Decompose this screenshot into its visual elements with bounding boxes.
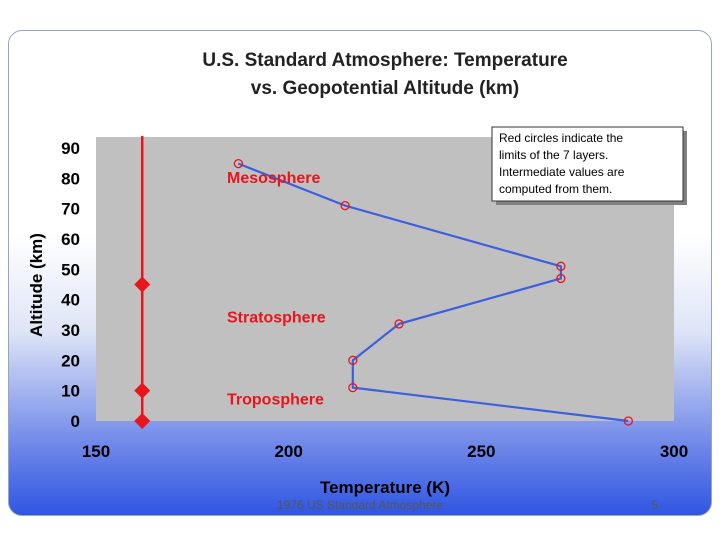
y-tick-label: 30 bbox=[61, 321, 80, 340]
layer-limit-point bbox=[348, 382, 358, 393]
layer-label: Mesosphere bbox=[227, 170, 320, 187]
annotation-line-3: Intermediate values are bbox=[499, 165, 625, 179]
layer-limit-point bbox=[556, 261, 566, 271]
chart-title-line-2: vs. Geopotential Altitude (km) bbox=[251, 78, 520, 99]
x-tick-label: 150 bbox=[82, 442, 110, 461]
chart-title-line-1: U.S. Standard Atmosphere: Temperature bbox=[202, 50, 567, 71]
layer-limit-point bbox=[340, 200, 350, 211]
y-tick-label: 90 bbox=[61, 139, 80, 158]
x-tick-label: 300 bbox=[660, 442, 688, 461]
x-tick-label: 200 bbox=[274, 442, 302, 461]
annotation-line-4: computed from them. bbox=[499, 182, 612, 196]
layer-limit-point bbox=[348, 355, 358, 365]
layer-limit-point bbox=[556, 273, 566, 284]
y-tick-label: 70 bbox=[61, 200, 80, 219]
y-tick-label: 0 bbox=[71, 412, 80, 431]
y-tick-label: 50 bbox=[61, 260, 80, 279]
layer-boundary-diamond bbox=[134, 382, 151, 399]
layer-label: Troposphere bbox=[227, 391, 324, 408]
x-axis-label: Temperature (K) bbox=[320, 478, 450, 497]
y-axis-label: Altitude (km) bbox=[27, 233, 46, 337]
annotation-line-1: Red circles indicate the bbox=[499, 131, 623, 145]
y-tick-label: 60 bbox=[61, 230, 80, 249]
annotation-line-2: limits of the 7 layers. bbox=[499, 148, 608, 162]
layer-boundary-diamond bbox=[134, 276, 151, 293]
y-tick-label: 40 bbox=[61, 291, 80, 310]
y-tick-label: 20 bbox=[61, 351, 80, 370]
layer-limit-point bbox=[233, 158, 244, 169]
layer-limit-point bbox=[623, 416, 633, 426]
annotation-box: Red circles indicate the limits of the 7… bbox=[491, 126, 687, 205]
y-tick-label: 80 bbox=[61, 169, 80, 188]
footer-source: 1976 US Standard Atmosphere bbox=[277, 498, 443, 512]
x-tick-label: 250 bbox=[467, 442, 495, 461]
layer-boundary-diamond bbox=[134, 413, 151, 429]
layer-limit-point bbox=[394, 319, 404, 329]
y-tick-label: 10 bbox=[61, 382, 80, 401]
page-number: 5 bbox=[652, 498, 659, 512]
layer-label: Stratosphere bbox=[227, 309, 326, 326]
